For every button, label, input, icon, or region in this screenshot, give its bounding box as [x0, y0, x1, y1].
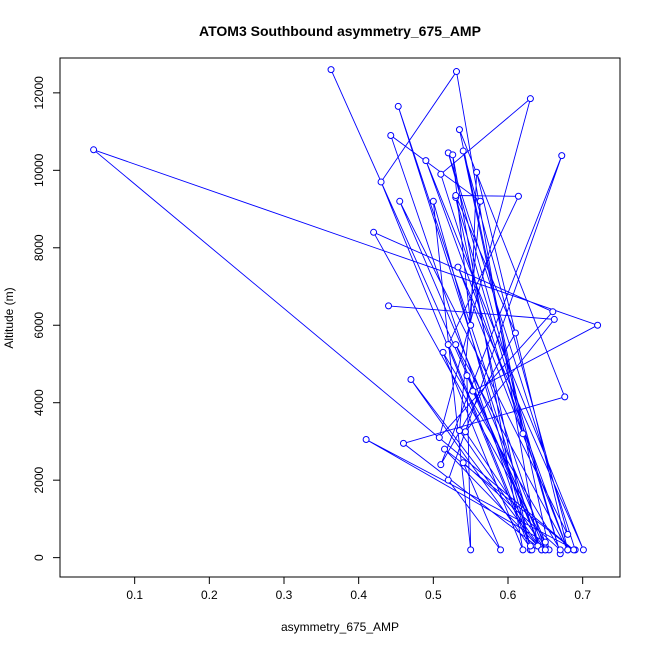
- data-point: [454, 263, 462, 271]
- y-tick-label: 12000: [32, 76, 46, 110]
- data-point: [473, 168, 481, 176]
- data-point: [564, 546, 572, 554]
- data-point: [90, 146, 98, 154]
- data-point: [444, 476, 452, 484]
- data-point: [579, 546, 587, 554]
- data-point: [519, 430, 527, 438]
- data-point: [526, 95, 534, 103]
- data-point: [519, 546, 527, 554]
- data-point: [452, 68, 460, 76]
- data-point: [455, 427, 463, 435]
- data-point: [549, 308, 557, 316]
- data-point: [467, 321, 475, 329]
- data-point: [459, 459, 467, 467]
- data-point: [550, 315, 558, 323]
- y-tick-label: 4000: [32, 389, 46, 416]
- data-point: [437, 170, 445, 178]
- data-point: [561, 393, 569, 401]
- x-tick-label: 0.6: [500, 588, 517, 602]
- data-point: [467, 546, 475, 554]
- x-tick-label: 0.3: [276, 588, 293, 602]
- data-point: [452, 341, 460, 349]
- data-point: [327, 66, 335, 74]
- data-point: [594, 321, 602, 329]
- data-point: [396, 197, 404, 205]
- data-point: [514, 192, 522, 200]
- data-point: [407, 375, 415, 383]
- data-point: [541, 538, 549, 546]
- data-point: [422, 157, 430, 165]
- series-line: [93, 69, 599, 554]
- x-tick-label: 0.1: [126, 588, 143, 602]
- data-point: [399, 439, 407, 447]
- data-point: [439, 348, 447, 356]
- data-point: [435, 434, 443, 442]
- data-point: [437, 461, 445, 469]
- y-axis-label: Altitude (m): [2, 287, 16, 348]
- data-point: [385, 302, 393, 310]
- data-point: [556, 546, 564, 554]
- data-point: [452, 191, 460, 199]
- y-tick-label: 2000: [32, 467, 46, 494]
- x-tick-label: 0.5: [425, 588, 442, 602]
- data-point: [497, 546, 505, 554]
- x-tick-label: 0.2: [201, 588, 218, 602]
- data-point: [444, 341, 452, 349]
- data-point: [449, 151, 457, 159]
- data-point: [455, 126, 463, 134]
- data-point: [541, 546, 549, 554]
- y-tick-label: 0: [32, 554, 46, 561]
- plot-area: [90, 66, 602, 558]
- axes: 0.1 0.2 0.3 0.4 0.5 0.6 0.7 0 2000 4000 6000 8000 10…: [32, 57, 621, 602]
- data-point: [570, 546, 578, 554]
- data-point: [476, 197, 484, 205]
- data-point: [362, 436, 370, 444]
- data-point: [370, 228, 378, 236]
- data-point: [429, 197, 437, 205]
- data-point: [387, 131, 395, 139]
- data-point: [459, 147, 467, 155]
- y-tick-label: 8000: [32, 234, 46, 261]
- data-point: [463, 372, 471, 380]
- data-point: [461, 428, 469, 436]
- chart-title: ATOM3 Southbound asymmetry_675_AMP: [199, 23, 481, 39]
- x-tick-label: 0.7: [574, 588, 591, 602]
- x-tick-label: 0.4: [350, 588, 367, 602]
- data-point: [441, 445, 449, 453]
- data-point: [394, 102, 402, 110]
- data-point: [511, 329, 519, 337]
- y-tick-label: 6000: [32, 312, 46, 339]
- y-tick-label: 10000: [32, 153, 46, 187]
- data-point: [564, 530, 572, 538]
- data-point: [469, 387, 477, 395]
- data-point: [377, 178, 385, 186]
- data-point: [558, 152, 566, 160]
- data-point: [526, 542, 534, 550]
- x-axis-label: asymmetry_675_AMP: [281, 620, 399, 634]
